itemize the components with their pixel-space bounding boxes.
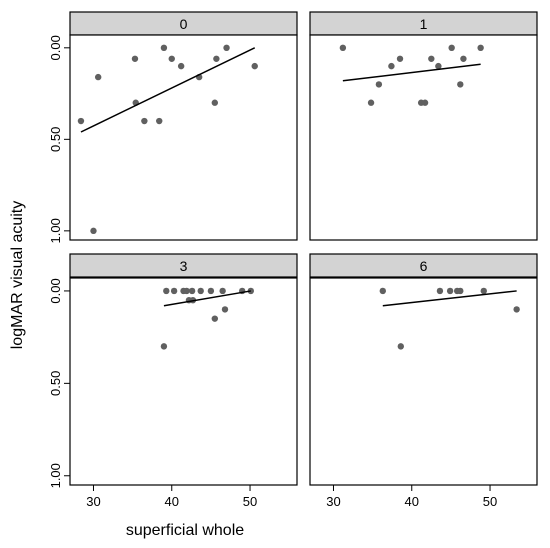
panel-frame xyxy=(69,277,298,486)
data-point xyxy=(160,44,168,52)
facet-strip xyxy=(309,253,538,278)
panel-frame xyxy=(309,34,538,241)
data-point xyxy=(156,117,163,125)
data-point xyxy=(480,287,487,295)
facet-strip-label: 3 xyxy=(180,258,188,274)
data-point xyxy=(339,44,347,52)
y-tick-label: 1.00 xyxy=(48,463,63,488)
panel-frame xyxy=(309,277,538,486)
y-tick-label: 0.50 xyxy=(48,127,63,152)
y-tick-label: 0.00 xyxy=(48,35,63,60)
x-tick-label: 30 xyxy=(326,494,340,509)
data-point xyxy=(141,117,148,125)
x-axis-title: superficial whole xyxy=(126,522,244,539)
data-point xyxy=(90,227,97,235)
data-point xyxy=(421,99,429,106)
data-point xyxy=(183,287,190,295)
data-point xyxy=(251,62,258,70)
data-point xyxy=(457,81,464,88)
data-point xyxy=(436,287,444,295)
data-point xyxy=(379,287,386,295)
data-point xyxy=(435,62,442,70)
data-point xyxy=(446,287,454,295)
facet-panels: 0 0.00 0.50 1.00 1 3 0.00 0.50 1.00 30 40 50 6 30 40 50 xyxy=(48,11,538,509)
facet-panel-1: 1 xyxy=(309,11,538,241)
data-point xyxy=(397,343,404,350)
data-point xyxy=(367,99,375,106)
data-point xyxy=(170,287,178,295)
data-point xyxy=(77,117,85,125)
data-point xyxy=(168,55,175,62)
facet-panel-3: 3 0.00 0.50 1.00 30 40 50 xyxy=(48,253,298,509)
data-point xyxy=(163,287,170,295)
x-tick-label: 40 xyxy=(165,494,179,509)
x-tick-label: 50 xyxy=(483,494,497,509)
facet-strip-label: 6 xyxy=(420,258,428,274)
data-point xyxy=(188,287,196,295)
data-point xyxy=(396,55,404,62)
y-axis-title: logMAR visual acuity xyxy=(9,201,26,350)
data-point xyxy=(219,287,226,295)
regression-line xyxy=(382,290,517,307)
data-point xyxy=(477,44,484,52)
regression-line xyxy=(80,47,256,133)
data-point xyxy=(211,99,219,106)
x-tick-label: 30 xyxy=(86,494,100,509)
data-point xyxy=(160,343,168,350)
facet-strip-label: 0 xyxy=(180,16,188,32)
x-tick-label: 40 xyxy=(405,494,419,509)
data-point xyxy=(207,287,215,295)
data-point xyxy=(448,44,455,52)
y-tick-label: 0.50 xyxy=(48,371,63,396)
panel-frame xyxy=(69,34,298,241)
data-point xyxy=(375,81,383,88)
x-tick-label: 50 xyxy=(243,494,257,509)
data-point xyxy=(197,287,204,295)
y-tick-label: 0.00 xyxy=(48,278,63,303)
y-tick-label: 1.00 xyxy=(48,218,63,243)
facet-strip-label: 1 xyxy=(420,16,428,32)
data-point xyxy=(177,62,185,70)
facet-strip xyxy=(69,253,298,278)
data-point xyxy=(223,44,230,52)
data-point xyxy=(221,306,229,313)
data-point xyxy=(131,55,139,62)
data-point xyxy=(428,55,435,62)
facet-panel-0: 0 0.00 0.50 1.00 xyxy=(48,11,298,244)
data-point xyxy=(513,306,520,313)
data-point xyxy=(457,287,464,295)
regression-line xyxy=(342,63,481,82)
data-point xyxy=(213,55,220,62)
data-point xyxy=(388,62,395,70)
regression-line xyxy=(163,290,251,307)
facet-panel-6: 6 30 40 50 xyxy=(309,253,538,509)
data-point xyxy=(460,55,467,62)
data-point xyxy=(211,315,219,322)
data-point xyxy=(94,73,102,81)
